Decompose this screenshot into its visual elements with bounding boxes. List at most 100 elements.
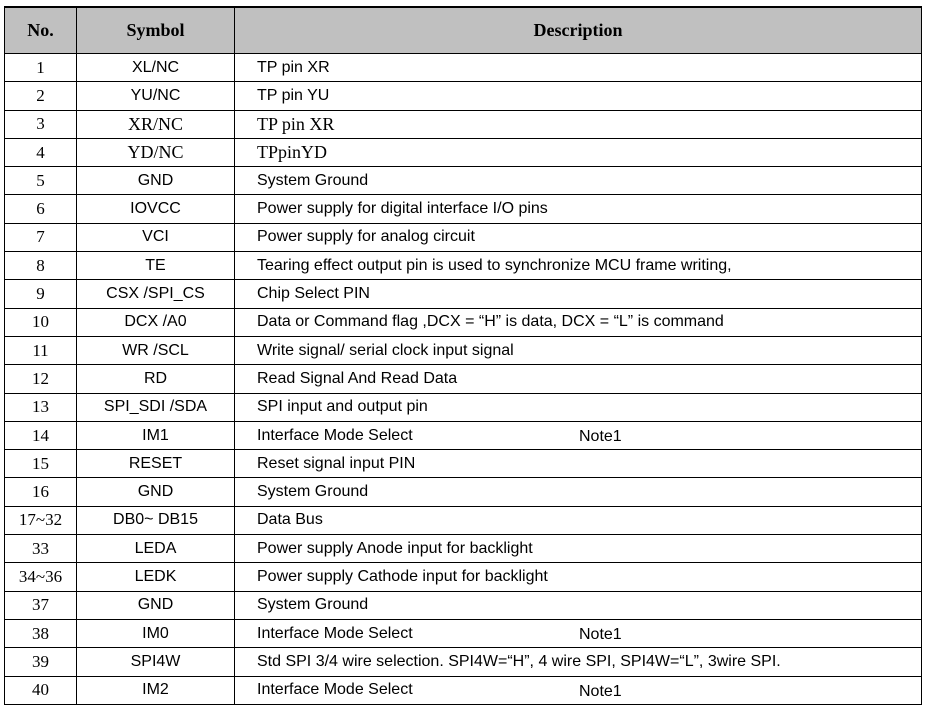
- pin-number: 14: [4, 420, 77, 451]
- pin-symbol: SPI_SDI /SDA: [76, 392, 235, 422]
- pin-description: Data Bus: [257, 511, 323, 529]
- pin-description-cell: Power supply Anode input for backlight: [234, 534, 922, 564]
- table-row: 5 GND System Ground: [4, 166, 922, 196]
- pin-number: 2: [4, 81, 77, 111]
- pin-symbol: RESET: [76, 449, 235, 479]
- pin-description: TP pin XR: [257, 113, 335, 134]
- pin-number: 33: [4, 534, 77, 564]
- table-row: 37 GND System Ground: [4, 590, 922, 620]
- pin-description: Interface Mode Select: [257, 681, 413, 699]
- pin-description-cell: TP pin XR: [234, 52, 922, 83]
- pin-number: 38: [4, 618, 77, 649]
- pin-number: 13: [4, 392, 77, 422]
- pin-description: SPI input and output pin: [257, 398, 428, 416]
- pin-description-cell: System Ground: [234, 590, 922, 620]
- pin-description: Write signal/ serial clock input signal: [257, 341, 514, 359]
- header-no: No.: [4, 6, 77, 54]
- pin-number: 39: [4, 647, 77, 677]
- pin-symbol: LEDA: [76, 534, 235, 564]
- pin-number: 5: [4, 166, 77, 196]
- pin-number: 12: [4, 364, 77, 394]
- table-row: 3 XR/NC TP pin XR: [4, 109, 922, 139]
- pin-description-cell: System Ground: [234, 166, 922, 196]
- pin-number: 4: [4, 137, 77, 168]
- pin-description: TPpinYD: [257, 142, 328, 163]
- table-row: 1 XL/NC TP pin XR: [4, 52, 922, 83]
- pin-description: Interface Mode Select: [257, 426, 413, 444]
- pin-description-cell: Write signal/ serial clock input signal: [234, 335, 922, 366]
- pin-description: System Ground: [257, 483, 369, 501]
- table-row: 34~36 LEDK Power supply Cathode input for …: [4, 562, 922, 592]
- pin-description: System Ground: [257, 171, 369, 189]
- table-row: 8 TE Tearing effect output pin is used to …: [4, 251, 922, 281]
- pin-description-cell: Std SPI 3/4 wire selection. SPI4W=“H”, 4…: [234, 647, 922, 677]
- pin-number: 16: [4, 477, 77, 507]
- pin-description-cell: TP pin XR: [234, 109, 922, 139]
- pin-symbol: GND: [76, 166, 235, 196]
- pin-symbol: DCX /A0: [76, 307, 235, 337]
- pin-description: Power supply for digital interface I/O p…: [257, 200, 548, 218]
- pin-number: 3: [4, 109, 77, 139]
- pin-description: Chip Select PIN: [257, 285, 370, 303]
- pin-symbol: IM1: [76, 420, 235, 451]
- table-row: 40 IM2 Interface Mode Select Note1: [4, 675, 922, 705]
- pin-number: 37: [4, 590, 77, 620]
- table-row: 7 VCI Power supply for analog circuit: [4, 222, 922, 253]
- pin-symbol: IM0: [76, 618, 235, 649]
- pin-symbol: LEDK: [76, 562, 235, 592]
- pin-symbol: IOVCC: [76, 194, 235, 224]
- pin-description-cell: Interface Mode Select Note1: [234, 675, 922, 705]
- pin-note: Note1: [579, 625, 622, 643]
- pin-symbol: YD/NC: [76, 137, 235, 168]
- pin-description: Power supply Cathode input for backlight: [257, 567, 548, 585]
- pin-note: Note1: [579, 427, 622, 445]
- header-symbol: Symbol: [76, 6, 235, 54]
- pin-number: 1: [4, 52, 77, 83]
- pin-description-cell: Reset signal input PIN: [234, 449, 922, 479]
- pin-description: Read Signal And Read Data: [257, 369, 458, 387]
- table-row: 33 LEDA Power supply Anode input for backl…: [4, 534, 922, 564]
- pin-symbol: GND: [76, 477, 235, 507]
- pin-number: 40: [4, 675, 77, 705]
- table-row: 4 YD/NC TPpinYD: [4, 137, 922, 168]
- pin-description: Power supply for analog circuit: [257, 228, 475, 246]
- pin-description: Std SPI 3/4 wire selection. SPI4W=“H”, 4…: [257, 652, 781, 670]
- pin-description: TP pin XR: [257, 58, 330, 76]
- pin-number: 6: [4, 194, 77, 224]
- pin-description: System Ground: [257, 596, 369, 614]
- pin-description-cell: TPpinYD: [234, 137, 922, 168]
- pin-symbol: SPI4W: [76, 647, 235, 677]
- table-row: 9 CSX /SPI_CS Chip Select PIN: [4, 279, 922, 309]
- table-row: 2 YU/NC TP pin YU: [4, 81, 922, 111]
- pin-description-cell: Interface Mode Select Note1: [234, 420, 922, 451]
- pin-symbol: CSX /SPI_CS: [76, 279, 235, 309]
- pin-symbol: DB0~ DB15: [76, 505, 235, 536]
- pin-symbol: YU/NC: [76, 81, 235, 111]
- pin-description-cell: Power supply for digital interface I/O p…: [234, 194, 922, 224]
- table-row: 11 WR /SCL Write signal/ serial clock inpu…: [4, 335, 922, 366]
- table-row: 14 IM1 Interface Mode Select Note1: [4, 420, 922, 451]
- pin-symbol: VCI: [76, 222, 235, 253]
- pin-number: 15: [4, 449, 77, 479]
- pin-note: Note1: [579, 682, 622, 700]
- pin-description-table: No. Symbol Description 1 XL/NC TP pin XR 2 Y…: [4, 6, 922, 705]
- pin-symbol: IM2: [76, 675, 235, 705]
- pin-description: Data or Command flag ,DCX = “H” is data,…: [257, 313, 724, 331]
- table-row: 13 SPI_SDI /SDA SPI input and output pin: [4, 392, 922, 422]
- table-row: 38 IM0 Interface Mode Select Note1: [4, 618, 922, 649]
- pin-symbol: RD: [76, 364, 235, 394]
- pin-description: Interface Mode Select: [257, 624, 413, 642]
- pin-description-cell: SPI input and output pin: [234, 392, 922, 422]
- pin-number: 34~36: [4, 562, 77, 592]
- table-row: 6 IOVCC Power supply for digital interface…: [4, 194, 922, 224]
- pin-description-cell: System Ground: [234, 477, 922, 507]
- pin-symbol: GND: [76, 590, 235, 620]
- pin-symbol: TE: [76, 251, 235, 281]
- pin-number: 11: [4, 335, 77, 366]
- pin-number: 10: [4, 307, 77, 337]
- pin-description: TP pin YU: [257, 86, 330, 104]
- pin-description: Power supply Anode input for backlight: [257, 539, 533, 557]
- table-row: 15 RESET Reset signal input PIN: [4, 449, 922, 479]
- pin-description-cell: Tearing effect output pin is used to syn…: [234, 251, 922, 281]
- pin-description-cell: Power supply for analog circuit: [234, 222, 922, 253]
